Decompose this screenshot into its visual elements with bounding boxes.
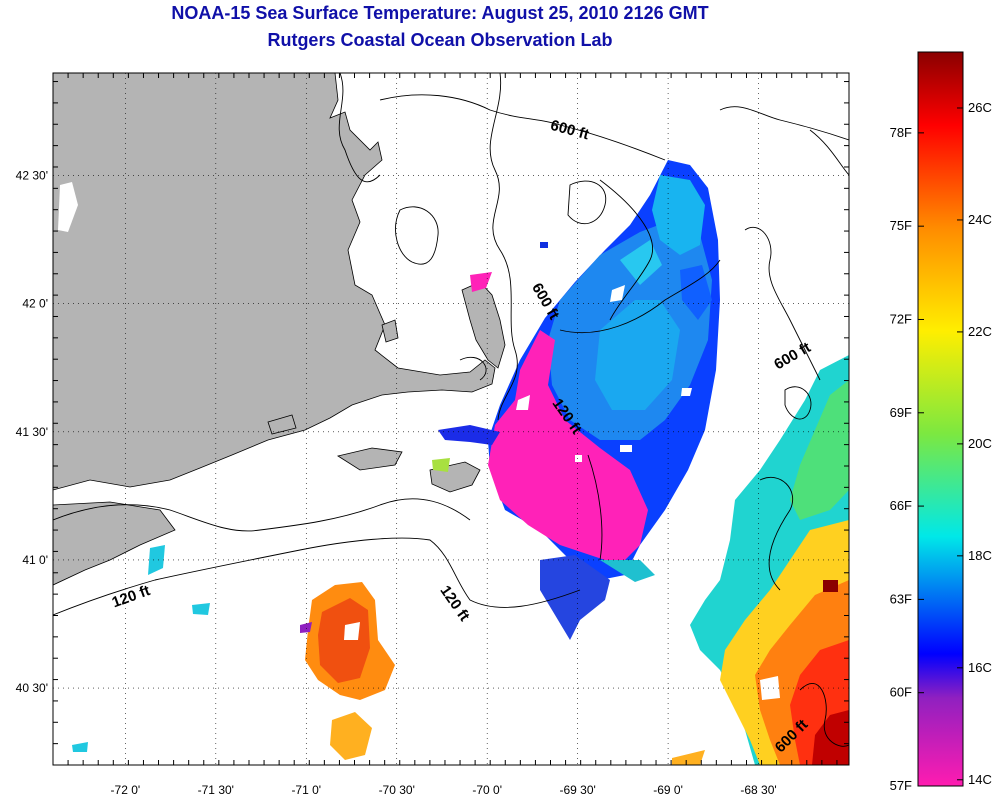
- lon-tick-label: -72 0': [111, 783, 141, 797]
- sst-data-layer: [58, 160, 849, 765]
- colorbar-fahrenheit-label: 75F: [890, 218, 912, 233]
- colorbar-celsius-label: 20C: [968, 436, 992, 451]
- lon-tick-label: -71 0': [291, 783, 321, 797]
- lon-tick-label: -70 0': [472, 783, 502, 797]
- colorbar-fahrenheit-label: 78F: [890, 125, 912, 140]
- plot-frame: [52, 72, 850, 766]
- land-mass: [53, 73, 506, 586]
- lon-tick-label: -68 30': [740, 783, 776, 797]
- map-title: NOAA-15 Sea Surface Temperature: August …: [171, 3, 709, 23]
- colorbar-celsius-label: 24C: [968, 212, 992, 227]
- colorbar-fahrenheit-label: 69F: [890, 405, 912, 420]
- lat-tick-label: 41 30': [16, 425, 48, 439]
- lon-tick-label: -69 30': [559, 783, 595, 797]
- colorbar-celsius-label: 26C: [968, 100, 992, 115]
- colorbar-fahrenheit-label: 72F: [890, 311, 912, 326]
- graticule: [53, 73, 849, 765]
- lat-tick-label: 42 30': [16, 169, 48, 183]
- frame-ticks: [52, 73, 849, 766]
- colorbar-celsius-label: 16C: [968, 660, 992, 675]
- colorbar-fahrenheit-label: 63F: [890, 591, 912, 606]
- depth-contours: [53, 73, 849, 747]
- colorbar-fahrenheit-label: 57F: [890, 778, 912, 793]
- colorbar-fahrenheit-label: 60F: [890, 685, 912, 700]
- map-subtitle: Rutgers Coastal Ocean Observation Lab: [267, 30, 613, 50]
- lat-tick-label: 40 30': [16, 681, 48, 695]
- lat-tick-label: 41 0': [22, 553, 48, 567]
- lon-tick-label: -70 30': [379, 783, 415, 797]
- lon-tick-label: -71 30': [198, 783, 234, 797]
- axis-labels: -72 0' -71 30' -71 0' -70 30' -70 0' -69 30' -…: [16, 169, 777, 797]
- lat-tick-label: 42 0': [22, 297, 48, 311]
- colorbar-celsius-label: 22C: [968, 324, 992, 339]
- colorbar-fahrenheit-label: 66F: [890, 498, 912, 513]
- lon-tick-label: -69 0': [653, 783, 683, 797]
- colorbar-gradient: [917, 51, 964, 787]
- colorbar-celsius-label: 14C: [968, 772, 992, 787]
- colorbar: 78F 75F 72F 69F 66F 63F 60F 57F 26C 24C 22C 20C 18C 1…: [890, 51, 992, 793]
- colorbar-celsius-label: 18C: [968, 548, 992, 563]
